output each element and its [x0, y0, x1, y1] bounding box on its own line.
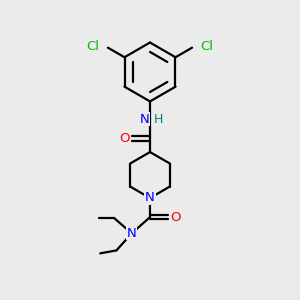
Text: N: N	[145, 191, 155, 205]
Text: O: O	[170, 211, 181, 224]
Text: N: N	[140, 112, 150, 126]
Text: Cl: Cl	[87, 40, 100, 53]
Text: H: H	[154, 113, 163, 126]
Text: O: O	[119, 132, 130, 145]
Text: N: N	[127, 227, 136, 240]
Text: Cl: Cl	[200, 40, 213, 53]
